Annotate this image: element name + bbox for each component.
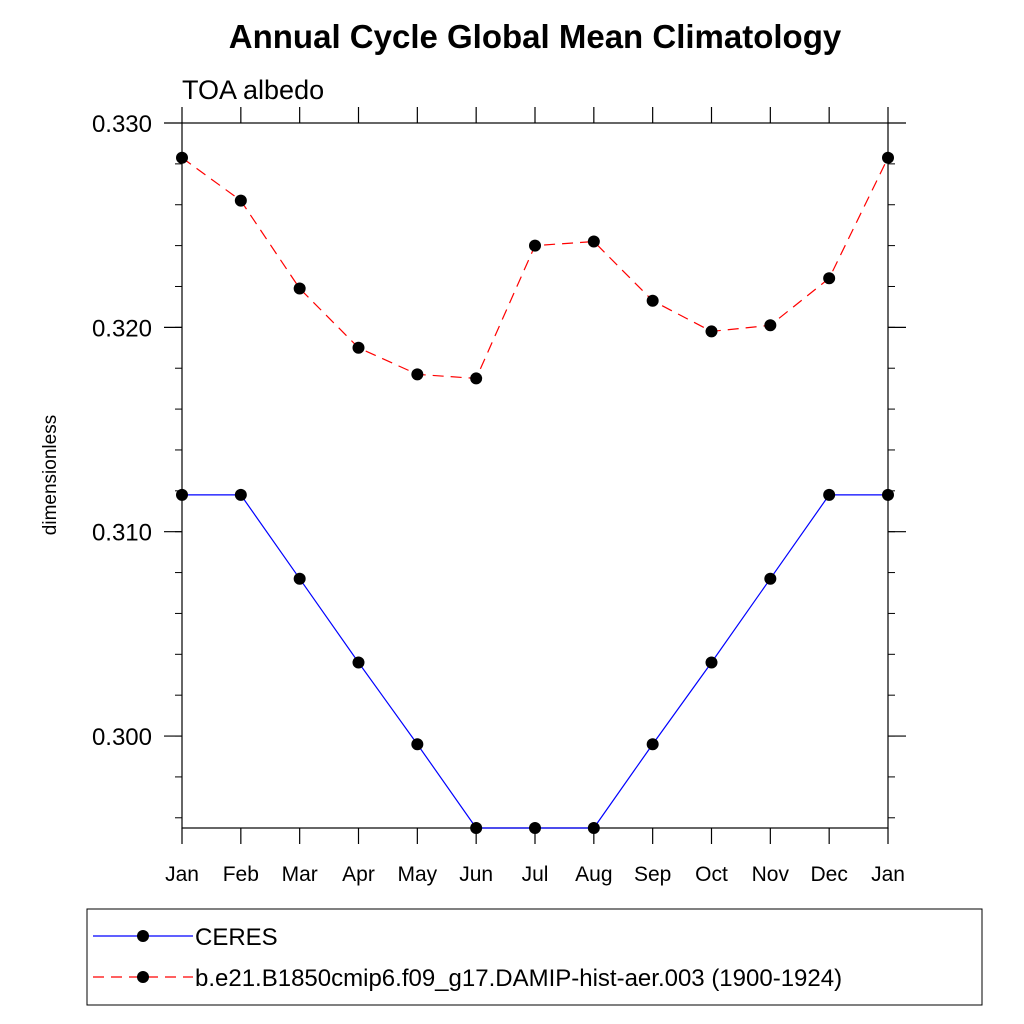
legend-label-1: b.e21.B1850cmip6.f09_g17.DAMIP-hist-aer.… — [195, 965, 842, 992]
data-point — [587, 235, 600, 248]
data-point — [529, 239, 541, 252]
series-line-1 — [181, 157, 889, 380]
x-tick-label: Nov — [752, 863, 790, 886]
legend-entries: CERES b.e21.B1850cmip6.f09_g17.DAMIP-hist… — [93, 924, 842, 992]
data-point — [470, 372, 483, 385]
series-line-0 — [182, 494, 888, 829]
x-tick-label: Feb — [223, 863, 259, 886]
data-point — [234, 194, 247, 207]
x-tick-label: Jul — [522, 863, 549, 886]
x-tick-label: Sep — [634, 863, 671, 886]
data-point — [352, 656, 365, 669]
x-tick-label: Aug — [575, 863, 612, 886]
x-tick-label: May — [397, 863, 437, 886]
x-tick-label: Oct — [695, 863, 728, 886]
y-axis-label: dimensionless — [40, 415, 61, 535]
data-point — [176, 151, 188, 164]
data-point — [293, 572, 306, 585]
x-tick-label: Apr — [342, 863, 375, 886]
axis-ticks — [164, 107, 906, 844]
data-point — [411, 368, 424, 381]
y-tick-label: 0.310 — [92, 520, 152, 547]
data-point — [823, 488, 836, 501]
y-tick-label: 0.320 — [92, 315, 152, 342]
legend-label-0: CERES — [195, 924, 278, 951]
data-point — [587, 822, 600, 834]
data-point — [529, 822, 541, 834]
data-point — [234, 488, 247, 501]
legend-box — [86, 908, 983, 1006]
chart-subtitle: TOA albedo — [182, 75, 324, 105]
y-tick-label: 0.330 — [92, 111, 152, 138]
x-tick-label: Jan — [165, 863, 199, 886]
data-point — [293, 282, 306, 295]
data-point — [646, 294, 659, 307]
legend-marker — [137, 930, 149, 942]
legend: CERES b.e21.B1850cmip6.f09_g17.DAMIP-hist… — [86, 908, 983, 1006]
chart-title: Annual Cycle Global Mean Climatology — [229, 18, 842, 55]
x-tick-label: Jun — [459, 863, 493, 886]
data-point — [882, 151, 894, 164]
data-point — [764, 572, 777, 585]
data-point — [352, 341, 365, 354]
series-layer — [176, 151, 894, 834]
data-point — [176, 488, 188, 501]
data-point — [882, 488, 894, 501]
data-point — [705, 656, 718, 669]
x-tick-label: Dec — [810, 863, 847, 886]
data-point — [705, 325, 718, 338]
x-tick-label: Jan — [871, 863, 905, 886]
plot-frame — [181, 122, 889, 829]
y-tick-labels: 0.300 0.310 0.320 0.330 — [92, 111, 152, 751]
data-point — [823, 272, 836, 285]
x-tick-label: Mar — [282, 863, 318, 886]
data-point — [470, 822, 483, 834]
data-point — [764, 319, 777, 332]
y-tick-label: 0.300 — [92, 724, 152, 751]
legend-marker — [137, 971, 149, 983]
x-tick-labels: Jan Feb Mar Apr May Jun Jul Aug Sep Oct Nov Dec Jan — [165, 863, 905, 886]
data-point — [646, 738, 659, 751]
data-point — [411, 738, 424, 751]
